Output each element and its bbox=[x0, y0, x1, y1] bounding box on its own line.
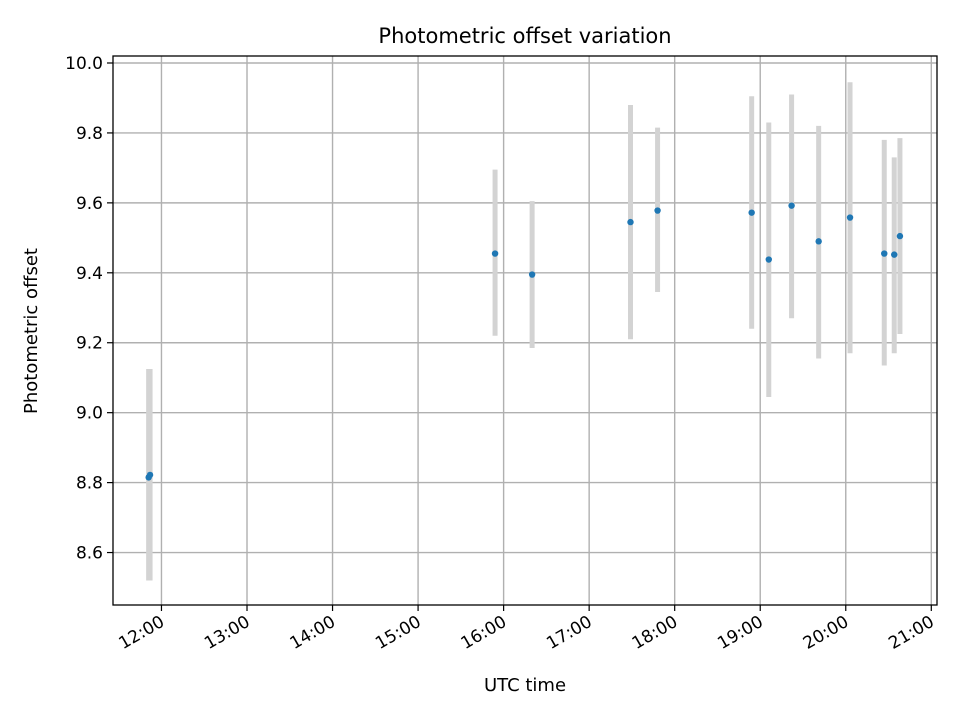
data-point bbox=[765, 256, 772, 263]
y-tick-label: 10.0 bbox=[65, 54, 103, 74]
data-point bbox=[815, 238, 822, 245]
data-point bbox=[896, 232, 904, 240]
y-tick-label: 8.8 bbox=[76, 474, 103, 494]
plot-frame bbox=[112, 55, 938, 606]
data-point bbox=[654, 207, 661, 214]
y-tick-label: 9.2 bbox=[76, 334, 103, 354]
chart-title: Photometric offset variation bbox=[378, 24, 671, 48]
data-points bbox=[145, 202, 904, 481]
data-point bbox=[788, 202, 795, 209]
data-point bbox=[846, 214, 854, 221]
y-axis-label: Photometric offset bbox=[21, 248, 42, 414]
data-point bbox=[748, 209, 755, 216]
y-tick-label: 8.6 bbox=[76, 544, 103, 564]
data-point bbox=[146, 471, 154, 479]
y-tick-label: 9.8 bbox=[76, 124, 103, 144]
data-point bbox=[891, 251, 898, 258]
data-point bbox=[491, 250, 499, 257]
y-axis: 8.6 8.8 9.0 9.2 9.4 9.6 9.8 10.0 bbox=[65, 54, 113, 564]
x-axis-label: UTC time bbox=[484, 675, 566, 696]
data-point bbox=[528, 271, 536, 278]
y-tick-label: 9.4 bbox=[76, 264, 103, 284]
data-point bbox=[627, 218, 634, 226]
data-point bbox=[881, 250, 888, 257]
y-tick-label: 9.6 bbox=[76, 194, 103, 214]
grid bbox=[113, 56, 937, 605]
y-tick-label: 9.0 bbox=[76, 404, 103, 424]
